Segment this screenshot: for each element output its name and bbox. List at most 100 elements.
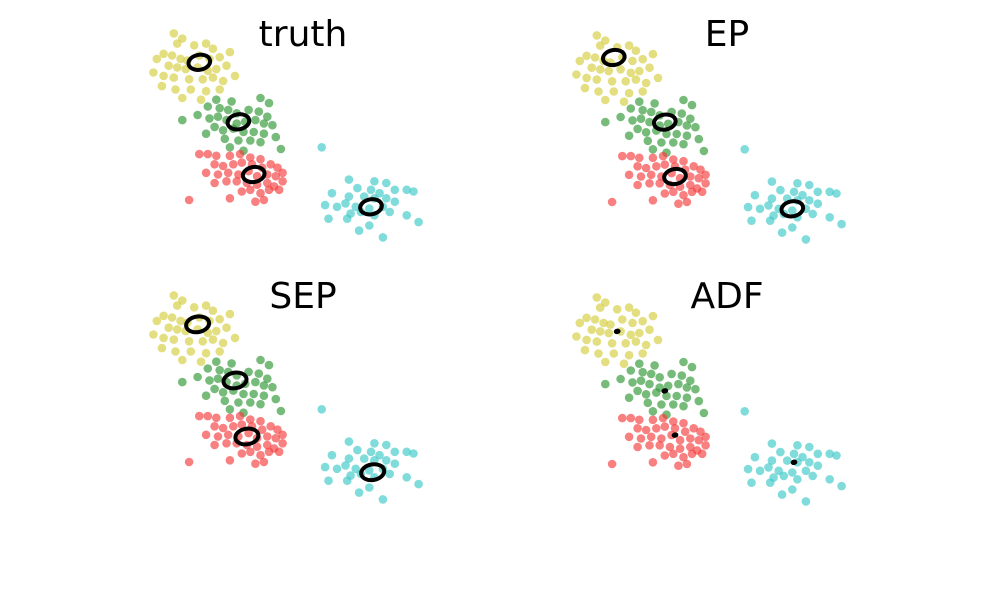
point-red-22 <box>694 173 704 183</box>
point-red-26 <box>655 179 664 188</box>
point-yellow-31 <box>594 87 603 96</box>
point-red-5 <box>669 417 678 426</box>
point-cyan-9 <box>402 185 412 195</box>
point-green-5 <box>215 365 224 375</box>
point-green-29 <box>657 400 666 409</box>
point-green-0 <box>635 359 644 369</box>
mean-ellipse-red <box>233 426 261 447</box>
point-yellow-16 <box>595 65 605 74</box>
point-green-31 <box>679 139 688 149</box>
point-yellow-23 <box>159 71 168 81</box>
point-yellow-5 <box>208 44 218 53</box>
point-green-33 <box>225 405 235 414</box>
point-green-12 <box>628 116 637 125</box>
point-yellow-21 <box>222 323 231 333</box>
point-cyan-6 <box>366 185 376 195</box>
point-red-16 <box>636 172 646 181</box>
point-green-31 <box>679 401 688 411</box>
point-yellow-31 <box>171 85 180 94</box>
point-yellow-10 <box>618 315 627 324</box>
point-red-40 <box>259 195 269 205</box>
point-red-37 <box>184 457 194 467</box>
panel-ep: EP <box>572 14 846 244</box>
mean-ellipse-yellow <box>613 328 621 335</box>
point-green-27 <box>201 129 211 138</box>
point-red-39 <box>674 199 683 208</box>
point-red-22 <box>694 435 704 445</box>
point-red-36 <box>274 185 284 195</box>
point-red-20 <box>675 435 685 445</box>
point-green-27 <box>201 391 211 401</box>
point-red-34 <box>679 190 688 200</box>
point-red-23 <box>278 430 287 440</box>
point-yellow-5 <box>631 308 641 318</box>
point-green-3 <box>264 98 274 108</box>
point-green-3 <box>687 100 697 110</box>
point-cyan-24 <box>779 471 789 481</box>
point-red-28 <box>252 442 262 452</box>
point-red-37 <box>184 195 194 205</box>
point-red-1 <box>203 411 213 421</box>
point-cyan-16 <box>320 200 330 210</box>
point-green-20 <box>601 379 610 389</box>
point-yellow-19 <box>626 68 636 78</box>
point-red-36 <box>274 447 284 457</box>
point-cyan-31 <box>777 228 787 237</box>
point-red-36 <box>697 449 707 459</box>
mean-ellipse-yellow <box>186 52 213 72</box>
point-yellow-23 <box>582 335 591 345</box>
point-cyan-5 <box>776 185 785 195</box>
point-yellow-29 <box>230 333 240 343</box>
point-yellow-24 <box>169 335 179 344</box>
point-yellow-13 <box>648 49 658 59</box>
point-red-36 <box>697 187 707 197</box>
point-yellow-14 <box>575 56 585 66</box>
point-cyan-11 <box>344 192 354 201</box>
point-red-17 <box>646 432 656 442</box>
point-red-1 <box>626 413 636 423</box>
point-cyan-26 <box>825 475 834 484</box>
point-red-0 <box>618 413 627 423</box>
point-red-21 <box>686 172 695 181</box>
point-cyan-30 <box>837 219 846 229</box>
point-yellow-32 <box>609 349 619 358</box>
point-green-8 <box>667 369 676 379</box>
point-red-39 <box>674 461 683 471</box>
point-yellow-35 <box>178 93 187 103</box>
point-yellow-33 <box>624 88 634 98</box>
point-yellow-12 <box>215 52 224 62</box>
point-yellow-32 <box>186 85 196 94</box>
point-red-29 <box>263 440 272 450</box>
point-red-4 <box>658 151 668 161</box>
point-yellow-24 <box>592 337 602 346</box>
point-green-35 <box>276 144 286 154</box>
point-red-23 <box>701 170 710 180</box>
point-yellow-26 <box>621 339 630 348</box>
panel-title-sep: SEP <box>269 276 336 317</box>
point-yellow-27 <box>631 75 641 84</box>
point-cyan-17 <box>332 464 342 474</box>
point-red-5 <box>246 153 255 162</box>
point-cyan-17 <box>755 466 765 476</box>
point-red-37 <box>607 459 617 469</box>
point-red-26 <box>232 177 241 186</box>
point-cyan-30 <box>837 481 846 491</box>
point-green-30 <box>669 400 678 409</box>
point-yellow-28 <box>641 340 651 350</box>
point-cyan-16 <box>743 202 753 212</box>
point-cyan-1 <box>370 177 379 186</box>
point-yellow-9 <box>606 320 615 329</box>
point-yellow-24 <box>169 73 179 82</box>
point-yellow-21 <box>645 325 654 335</box>
point-red-22 <box>271 433 281 443</box>
point-cyan-31 <box>777 490 787 499</box>
point-green-17 <box>251 377 260 387</box>
point-red-35 <box>264 447 274 457</box>
point-cyan-12 <box>782 456 792 465</box>
mean-ellipse-cyan <box>779 199 806 219</box>
point-green-28 <box>643 136 653 146</box>
point-cyan-4 <box>750 190 760 200</box>
point-green-26 <box>259 391 269 401</box>
point-red-0 <box>618 151 627 161</box>
point-green-21 <box>633 124 642 134</box>
